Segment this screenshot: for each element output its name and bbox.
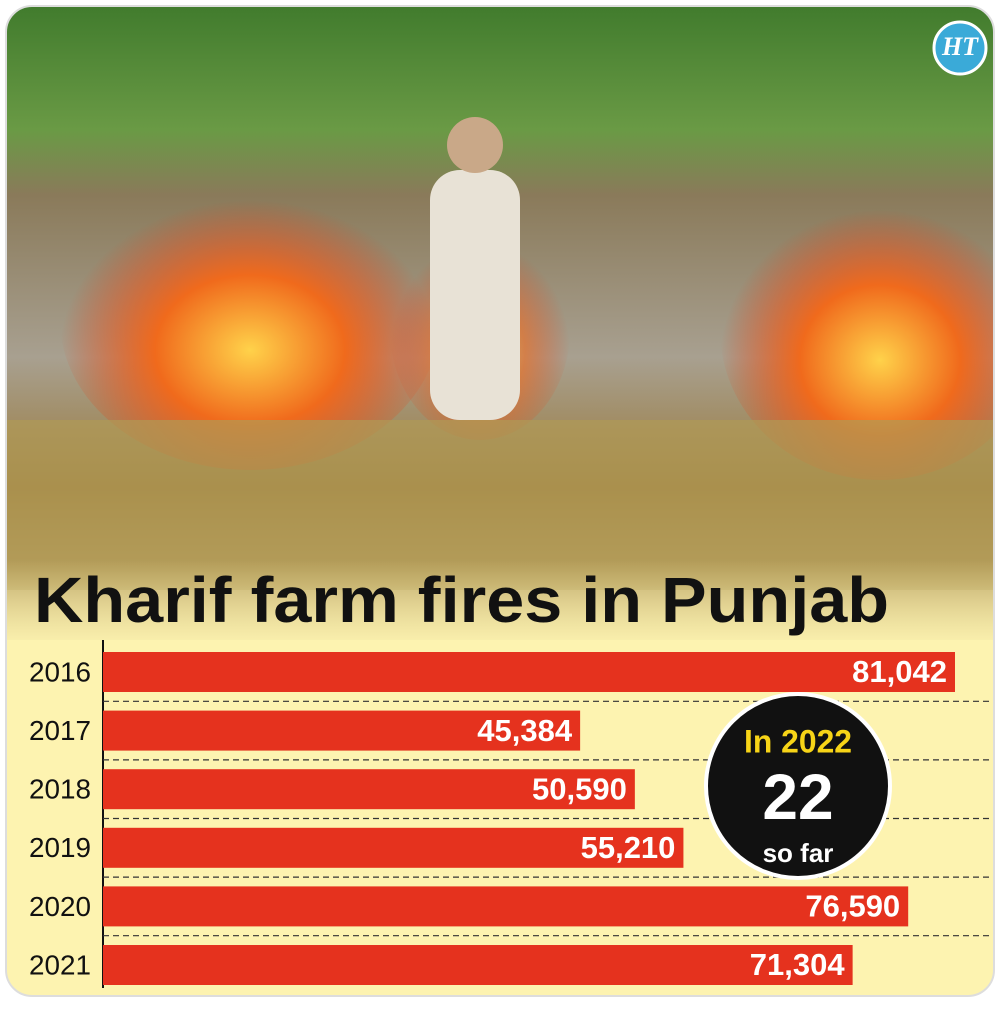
bar [103, 769, 635, 810]
bar [103, 945, 853, 985]
callout-circle [704, 692, 892, 880]
y-tick-label: 2018 [29, 774, 91, 805]
bar [103, 827, 684, 868]
bar [103, 652, 955, 692]
y-tick-label: 2020 [29, 891, 91, 922]
callout-title: In 2022 [744, 723, 852, 759]
card-border [5, 5, 995, 997]
bar [103, 886, 909, 927]
value-label: 76,590 [805, 889, 900, 924]
value-label: 50,590 [532, 771, 627, 806]
chart-title: Kharif farm fires in Punjab [34, 564, 889, 636]
y-tick-label: 2017 [29, 715, 91, 746]
callout-value: 22 [762, 761, 833, 833]
value-label: 81,042 [852, 654, 947, 689]
bar [103, 710, 581, 751]
y-tick-label: 2016 [29, 656, 91, 687]
value-label: 55,210 [581, 830, 676, 865]
logo: HT [941, 32, 979, 61]
value-label: 71,304 [750, 947, 846, 982]
y-tick-label: 2021 [29, 949, 91, 980]
callout-note: so far [763, 838, 834, 868]
value-label: 45,384 [477, 713, 573, 748]
logo-badge [932, 20, 988, 76]
y-tick-label: 2019 [29, 832, 91, 863]
